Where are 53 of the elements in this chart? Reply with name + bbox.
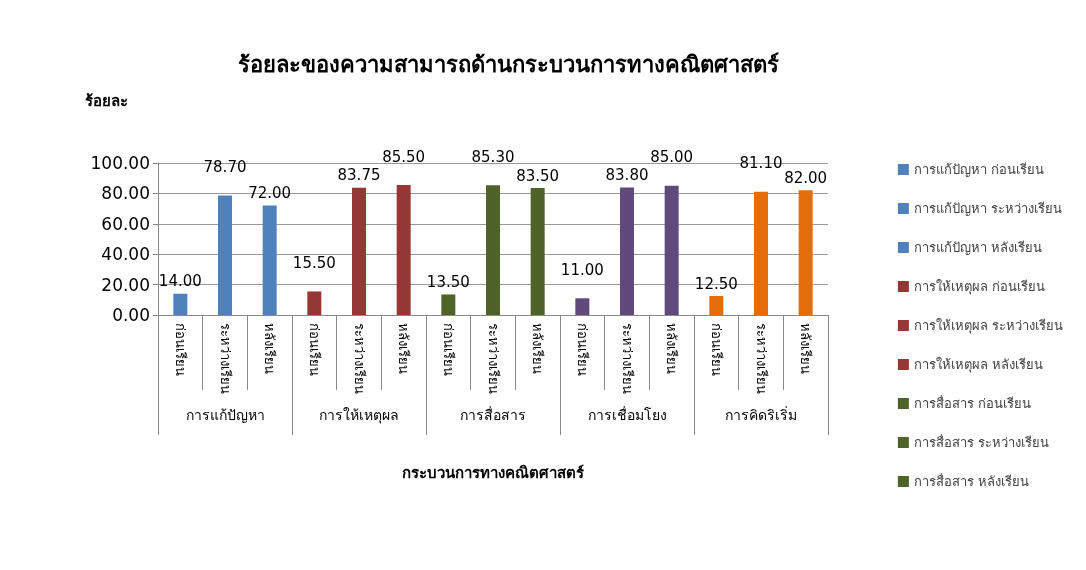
y-axis-title: ร้อยละ bbox=[85, 91, 128, 110]
x-tick-label: ก่อนเรียน bbox=[440, 323, 456, 376]
data-label: 12.50 bbox=[694, 274, 738, 293]
y-tick-label: 20.00 bbox=[101, 274, 150, 295]
text: การแก้ปัญหา bbox=[185, 407, 265, 423]
data-label: 83.50 bbox=[516, 166, 560, 185]
legend-label: การแก้ปัญหา ก่อนเรียน bbox=[913, 162, 1045, 177]
data-label: 83.75 bbox=[337, 166, 381, 185]
data-label: 13.50 bbox=[426, 272, 470, 291]
legend-label: การให้เหตุผล ระหว่างเรียน bbox=[913, 318, 1064, 334]
x-tick-label: หลังเรียน bbox=[798, 323, 814, 374]
legend-label: การแก้ปัญหา หลังเรียน bbox=[913, 240, 1043, 255]
legend-label: การสื่อสาร หลังเรียน bbox=[913, 473, 1030, 489]
y-tick-label: 40.00 bbox=[101, 244, 150, 265]
y-tick-label: 60.00 bbox=[101, 213, 150, 234]
text: การเชื่อมโยง bbox=[587, 406, 667, 423]
x-tick-label: ระหว่างเรียน bbox=[485, 323, 501, 394]
legend-label: การแก้ปัญหา ระหว่างเรียน bbox=[913, 201, 1063, 216]
x-tick-label: ก่อนเรียน bbox=[708, 323, 724, 376]
x-tick-label: หลังเรียน bbox=[664, 323, 680, 374]
x-tick-label: ก่อนเรียน bbox=[306, 323, 322, 376]
data-label: 11.00 bbox=[560, 260, 604, 279]
x-tick-label: ก่อนเรียน bbox=[172, 323, 188, 376]
x-tick-label: ระหว่างเรียน bbox=[753, 323, 769, 394]
y-tick-label: 0.00 bbox=[112, 305, 150, 325]
legend-label: การให้เหตุผล หลังเรียน bbox=[913, 357, 1044, 373]
data-label: 81.10 bbox=[739, 154, 783, 173]
x-tick-label: ระหว่างเรียน bbox=[351, 323, 367, 394]
x-tick-label: ระหว่างเรียน bbox=[217, 323, 233, 394]
x-tick-label: หลังเรียน bbox=[262, 323, 278, 374]
legend-label: การสื่อสาร ระหว่างเรียน bbox=[913, 434, 1050, 450]
x-tick-label: หลังเรียน bbox=[530, 323, 546, 374]
data-label: 72.00 bbox=[248, 184, 292, 203]
text: การให้เหตุผล bbox=[319, 407, 399, 424]
chart-title: ร้อยละของความสามารถด้านกระบวนการทางคณิตศาสตร์ bbox=[238, 51, 779, 77]
x-tick-label: ระหว่างเรียน bbox=[619, 323, 635, 394]
text: การคิดริเริ่ม bbox=[725, 406, 797, 423]
data-label: 85.00 bbox=[650, 148, 694, 167]
text: การสื่อสาร bbox=[460, 406, 526, 423]
x-tick-label: หลังเรียน bbox=[396, 323, 412, 374]
y-tick-label: 80.00 bbox=[101, 183, 150, 204]
data-label: 15.50 bbox=[292, 253, 336, 272]
x-axis-title: กระบวนการทางคณิตศาสตร์ bbox=[402, 463, 585, 482]
data-label: 78.70 bbox=[203, 157, 247, 176]
data-label: 85.50 bbox=[382, 147, 426, 166]
data-label: 82.00 bbox=[784, 168, 828, 187]
data-label: 83.80 bbox=[605, 166, 649, 185]
legend-label: การสื่อสาร ก่อนเรียน bbox=[913, 395, 1032, 411]
data-label: 85.30 bbox=[471, 147, 515, 166]
data-label: 14.00 bbox=[158, 272, 202, 291]
y-tick-label: 100.00 bbox=[90, 153, 150, 173]
x-tick-label: ก่อนเรียน bbox=[574, 323, 590, 376]
legend-label: การให้เหตุผล ก่อนเรียน bbox=[913, 279, 1046, 295]
